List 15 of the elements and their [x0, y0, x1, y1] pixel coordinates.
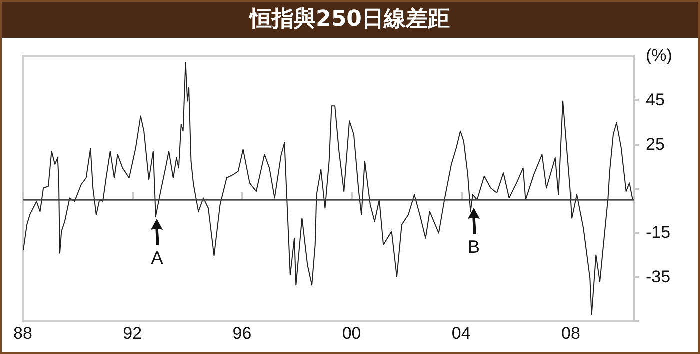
line-series — [23, 62, 634, 316]
x-tick-label: 96 — [232, 324, 252, 343]
chart-title: 恒指與250日線差距 — [2, 2, 698, 38]
x-tick-label: 92 — [123, 324, 142, 343]
y-tick-label: -15 — [646, 223, 671, 242]
y-axis-title: (%) — [646, 46, 672, 66]
x-tick-label: 08 — [562, 324, 580, 343]
y-tick-label: -35 — [646, 267, 671, 286]
x-tick-label: 88 — [14, 324, 32, 343]
x-tick-label: 04 — [452, 324, 471, 343]
y-tick-label: 25 — [646, 134, 665, 154]
annotation: A — [151, 248, 164, 270]
x-tick-label: 00 — [342, 324, 362, 343]
annotation: B — [468, 237, 480, 258]
y-tick-label: 45 — [646, 90, 665, 110]
